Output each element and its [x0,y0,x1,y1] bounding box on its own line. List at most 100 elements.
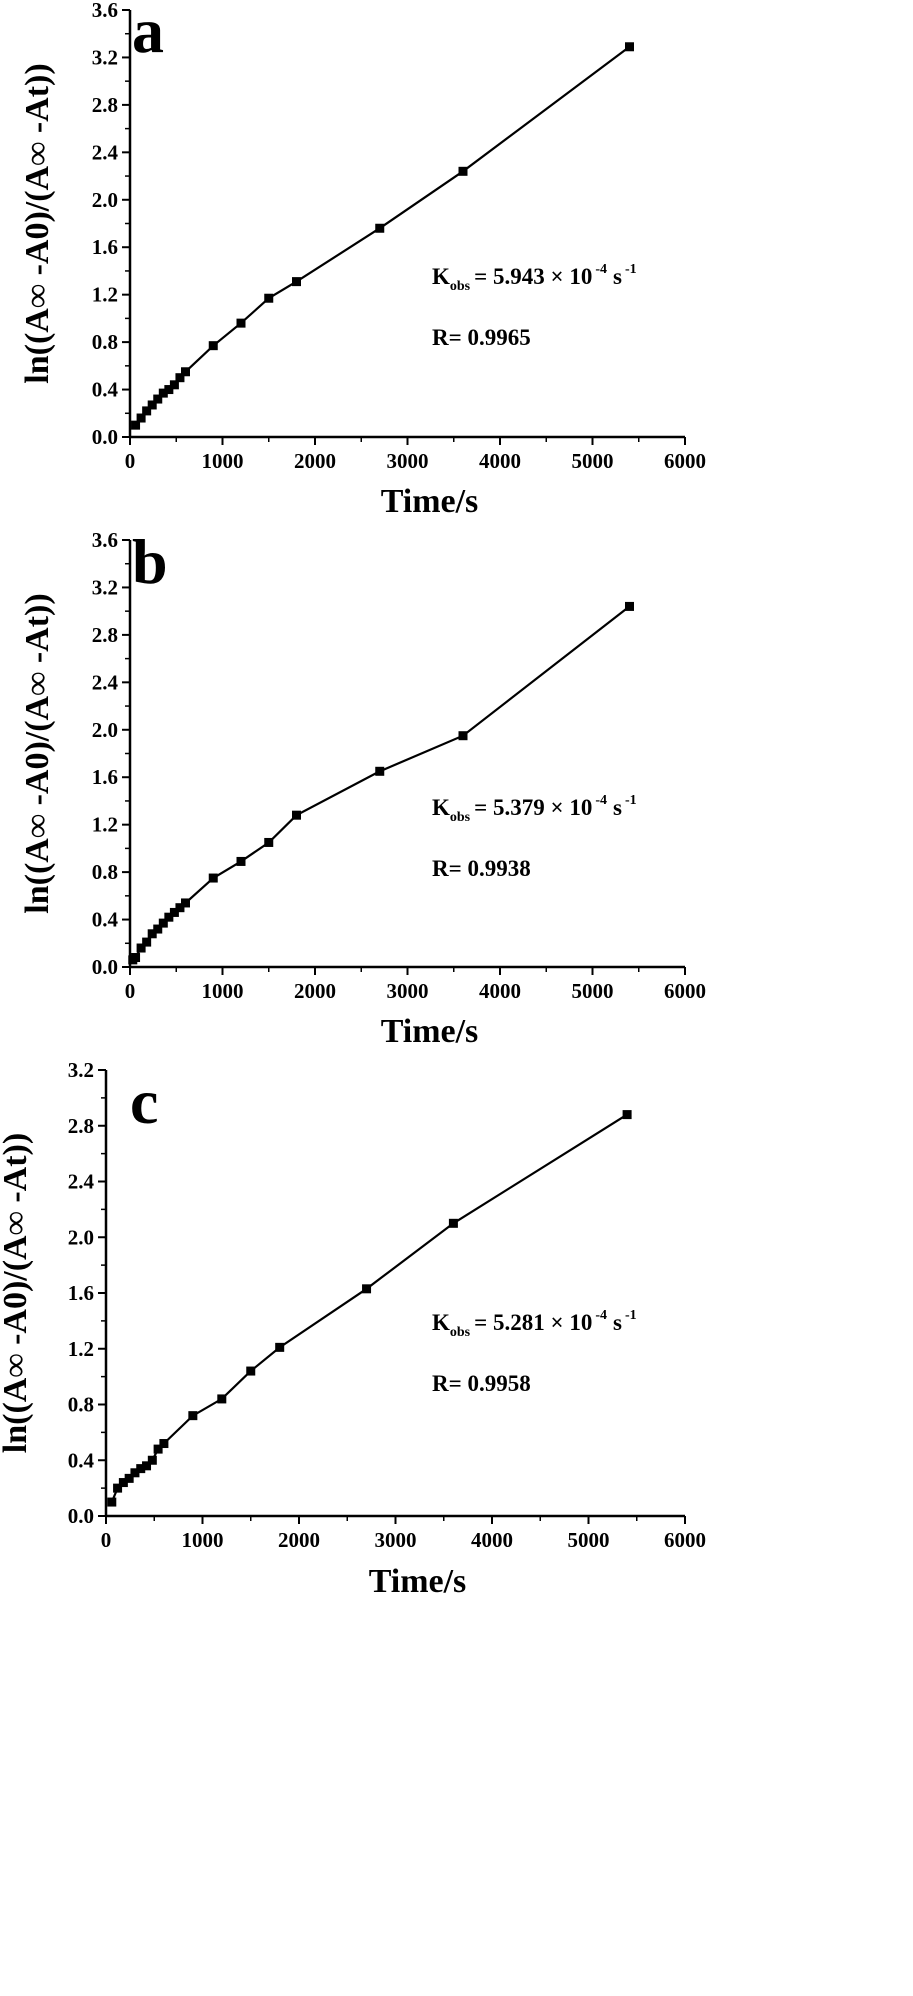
kobs-subscript: obs [450,279,471,294]
data-point [158,388,168,398]
x-axis-title: Time/s [381,1013,479,1050]
data-point [142,406,152,416]
x-tick-label: 0 [125,449,136,473]
data-point [164,385,174,395]
data-point [292,277,301,287]
x-tick-label: 2000 [294,449,336,473]
y-tick-label: 2.8 [68,1114,94,1138]
data-point [164,912,174,922]
x-tick-label: 2000 [278,1528,320,1552]
data-point [208,341,218,351]
y-tick-label: 0.8 [92,330,118,354]
x-tick-label: 4000 [479,979,521,1003]
y-tick-label: 1.2 [68,1337,94,1361]
kobs-unit: s [613,264,622,289]
x-tick-label: 5000 [572,979,614,1003]
data-point [458,731,468,741]
data-point [188,1411,198,1421]
x-tick-label: 6000 [664,979,706,1003]
data-point [130,1468,140,1478]
x-tick-label: 2000 [294,979,336,1003]
y-tick-label: 0.8 [68,1393,94,1417]
y-tick-label: 3.2 [92,575,118,599]
y-tick-label: 1.6 [68,1281,94,1305]
data-point [118,1478,128,1488]
kobs-value: = 5.379 × 10 [474,795,592,820]
x-axis-title: Time/s [381,483,479,520]
data-point [236,318,246,328]
panel-a: 0 1000 2000 3000 4000 5000 6000 0.0 0.4 0.8 1.2 1.6… [19,0,706,520]
x-tick-label: 0 [125,979,136,1003]
y-axis-title: ln((A∞ -A0)/(A∞ -At)) [19,63,56,383]
data-point [236,856,246,866]
series-line [110,1113,628,1503]
panel-b: 0 1000 2000 3000 4000 5000 6000 0.0 0.4 0.8 1.2 1.6… [19,526,706,1050]
data-point [107,1497,117,1507]
kobs-unit-exponent: -1 [625,1308,637,1323]
kobs-annotation: Kobs = 5.281 × 10 -4 s -1 [432,1308,637,1340]
data-point [169,907,179,917]
data-point [131,420,141,430]
panel-letter: a [132,0,164,66]
y-tick-label: 3.2 [68,1058,94,1082]
data-point [169,380,179,390]
y-tick-label: 0.0 [92,955,118,979]
x-tick-label: 1000 [202,449,244,473]
data-point [159,1439,169,1449]
x-tick-label: 4000 [471,1528,513,1552]
kobs-subscript: obs [450,810,471,825]
x-tick-label: 0 [101,1528,112,1552]
kobs-value: = 5.943 × 10 [474,264,592,289]
data-point [181,898,190,908]
kobs-exponent: -4 [595,262,607,277]
data-point [136,413,146,423]
kobs-unit: s [613,795,622,820]
data-point [375,223,385,233]
data-point [292,810,301,820]
y-tick-label: 3.6 [92,528,118,552]
y-tick-label: 2.0 [92,718,118,742]
data-point [246,1366,256,1376]
data-point [362,1284,372,1294]
kobs-symbol: K [432,1310,450,1335]
y-tick-label: 1.6 [92,765,118,789]
data-point [217,1394,227,1404]
series-line [132,605,631,961]
y-axis-title: ln((A∞ -A0)/(A∞ -At)) [0,1133,34,1453]
kobs-annotation: Kobs = 5.943 × 10 -4 s -1 [432,262,637,294]
y-tick-label: 0.4 [92,908,119,932]
data-point [113,1483,123,1493]
x-tick-label: 6000 [664,449,706,473]
data-point [264,293,274,303]
y-tick-label: 2.8 [92,623,118,647]
kobs-unit-exponent: -1 [625,793,637,808]
kobs-exponent: -4 [595,1308,607,1323]
r-annotation: R= 0.9965 [432,325,531,350]
r-annotation: R= 0.9938 [432,856,531,881]
panel-letter: b [132,526,168,597]
y-tick-label: 0.4 [92,378,119,402]
series-line [134,45,631,426]
x-tick-label: 4000 [479,449,521,473]
data-point [131,953,141,963]
y-tick-label: 2.4 [68,1170,95,1194]
data-point [124,1473,134,1483]
kobs-unit: s [613,1310,622,1335]
data-point [208,873,218,883]
kobs-symbol: K [432,264,450,289]
x-tick-label: 3000 [375,1528,417,1552]
y-tick-label: 2.0 [68,1225,94,1249]
y-tick-label: 1.2 [92,283,118,307]
data-point [153,1444,163,1454]
data-point [153,924,163,934]
data-point [175,903,185,913]
y-tick-label: 0.0 [68,1504,94,1528]
data-point [147,929,157,939]
x-axis-title: Time/s [369,1563,467,1600]
kobs-symbol: K [432,795,450,820]
kobs-value: = 5.281 × 10 [474,1310,592,1335]
data-point [375,766,385,776]
y-tick-label: 0.4 [68,1448,95,1472]
x-tick-label: 3000 [387,449,429,473]
